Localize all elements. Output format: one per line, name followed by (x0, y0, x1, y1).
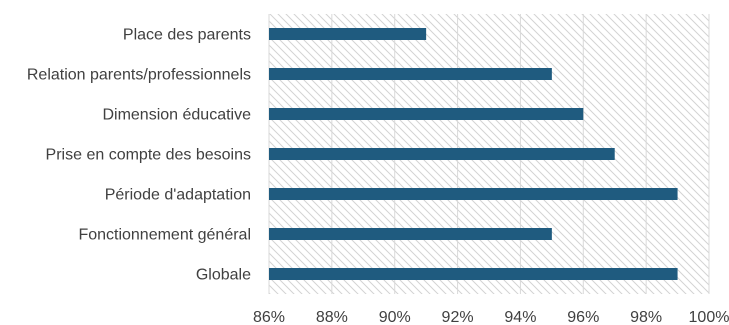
category-label: Période d'adaptation (105, 187, 251, 204)
x-tick-label: 90% (379, 309, 411, 325)
x-tick-labels: 86% 88% 90% 92% 94% 96% 98% 100% (253, 309, 729, 325)
bar (269, 188, 678, 200)
category-label: Prise en compte des besoins (46, 147, 251, 164)
category-labels: Place des parents Relation parents/profes… (27, 27, 251, 284)
bar (269, 28, 427, 40)
x-tick-label: 88% (316, 309, 348, 325)
x-tick-label: 94% (504, 309, 536, 325)
x-tick-label: 98% (630, 309, 662, 325)
x-tick-label: 100% (689, 309, 729, 325)
bar (269, 228, 552, 240)
bar (269, 268, 678, 280)
category-label: Place des parents (123, 27, 251, 44)
bars (269, 28, 678, 280)
x-tick-label: 86% (253, 309, 285, 325)
bar (269, 68, 552, 80)
bar (269, 148, 615, 160)
category-label: Globale (196, 267, 251, 284)
bar (269, 108, 584, 120)
x-tick-label: 96% (567, 309, 599, 325)
category-label: Relation parents/professionnels (27, 67, 251, 84)
category-label: Dimension éducative (102, 107, 251, 124)
category-label: Fonctionnement général (78, 227, 251, 244)
x-tick-label: 92% (442, 309, 474, 325)
